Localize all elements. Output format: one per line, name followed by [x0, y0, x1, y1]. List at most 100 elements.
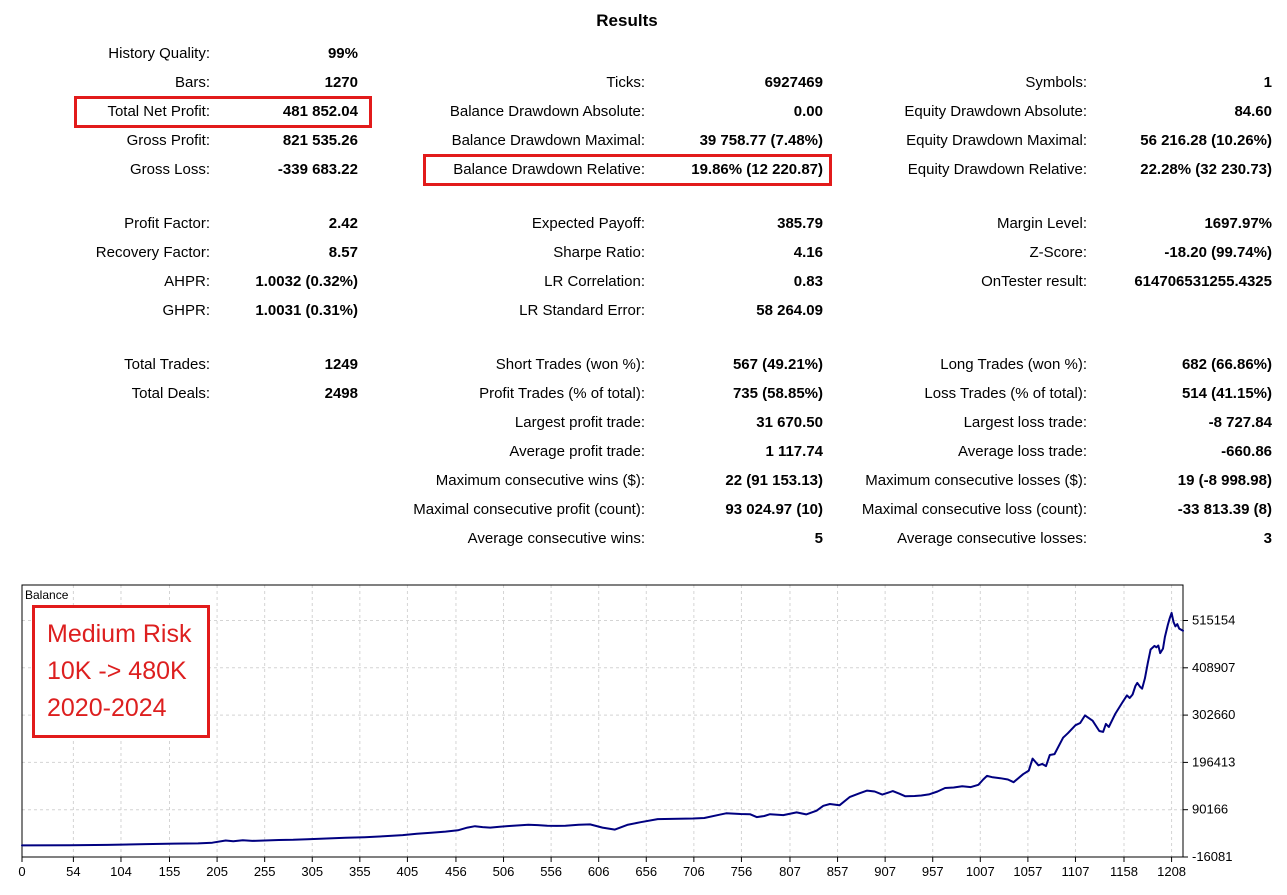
stats-column-1: History Quality: 99% Bars: 1270 Total Net Pr…	[0, 0, 372, 560]
stat-label: Total Trades:	[124, 356, 210, 373]
stat-value: -660.86	[1221, 443, 1272, 460]
x-axis-label: 957	[922, 864, 944, 879]
stat-value: -33 813.39 (8)	[1177, 501, 1272, 518]
stat-label: Sharpe Ratio:	[553, 244, 645, 261]
stat-label: Z-Score:	[1029, 244, 1087, 261]
stat-row: Balance Drawdown Maximal: 39 758.77 (7.48…	[360, 127, 823, 155]
annotation-line: 10K -> 480K	[47, 657, 187, 685]
x-axis-label: 255	[254, 864, 276, 879]
x-axis-label: 1107	[1061, 864, 1089, 879]
stat-label: Bars:	[174, 74, 210, 91]
stat-label: Total Deals:	[131, 385, 210, 402]
stat-row: Largest profit trade: 31 670.50	[360, 409, 823, 437]
x-axis-label: 506	[493, 864, 515, 879]
stat-value: 1 117.74	[765, 443, 823, 460]
stat-label: AHPR:	[164, 273, 210, 290]
stat-value: 821 535.26	[282, 132, 358, 149]
stat-row: Average loss trade: -660.86	[845, 438, 1272, 466]
x-axis-label: 907	[874, 864, 896, 879]
x-axis-label: 405	[397, 864, 419, 879]
x-axis-label: 1057	[1013, 864, 1042, 879]
balance-chart: 0 54 104 155 205 255 305 355 405 456 506 556 606 656 7…	[18, 584, 1235, 879]
stat-row: Average consecutive losses: 3	[845, 525, 1272, 553]
stat-label: Margin Level:	[996, 215, 1087, 232]
stat-row: Maximum consecutive losses ($): 19 (-8 99…	[845, 467, 1272, 495]
stat-value: 2.42	[328, 215, 358, 232]
x-axis-label: 54	[66, 864, 80, 879]
stat-row: Gross Profit: 821 535.26	[0, 127, 358, 155]
stat-row: Maximum consecutive wins ($): 22 (91 153.…	[360, 467, 823, 495]
stat-label: Long Trades (won %):	[940, 356, 1087, 373]
stat-label: Average consecutive wins:	[467, 530, 645, 547]
risk-annotation: Medium Risk 10K -> 480K 2020-2024	[32, 605, 210, 738]
x-axis-label: 355	[349, 864, 371, 879]
stat-label: Largest profit trade:	[514, 414, 645, 431]
stat-value: -339 683.22	[277, 161, 358, 178]
stat-label: Short Trades (won %):	[495, 356, 645, 373]
stat-value: 56 216.28 (10.26%)	[1140, 132, 1272, 149]
y-axis-label: 515154	[1192, 613, 1235, 628]
stat-value: 1.0031 (0.31%)	[255, 302, 358, 319]
annotation-line: 2020-2024	[47, 694, 167, 722]
y-axis-label: 408907	[1192, 660, 1235, 675]
stat-label: Maximum consecutive wins ($):	[435, 472, 645, 489]
stat-row: Average consecutive wins: 5	[360, 525, 823, 553]
x-axis-label: 305	[301, 864, 323, 879]
stat-value: 8.57	[328, 244, 358, 261]
stat-value: 1270	[324, 74, 358, 91]
stat-row: Profit Trades (% of total): 735 (58.85%)	[360, 380, 823, 408]
stat-row: AHPR: 1.0032 (0.32%)	[0, 268, 358, 296]
stat-label: Balance Drawdown Absolute:	[449, 103, 645, 120]
stat-value: 1	[1263, 74, 1272, 91]
stat-row: Largest loss trade: -8 727.84	[845, 409, 1272, 437]
stat-label: Total Net Profit:	[107, 103, 210, 120]
stat-label: Equity Drawdown Maximal:	[906, 132, 1087, 149]
stat-row: Equity Drawdown Maximal: 56 216.28 (10.26…	[845, 127, 1272, 155]
stat-label: OnTester result:	[981, 273, 1087, 290]
stat-label: Gross Profit:	[126, 132, 210, 149]
stat-row: Balance Drawdown Relative: 19.86% (12 220…	[360, 154, 832, 186]
stats-column-3: Symbols: 1 Equity Drawdown Absolute: 84.60 E…	[845, 0, 1272, 560]
stat-value: 39 758.77 (7.48%)	[699, 132, 823, 149]
stat-row: Symbols: 1	[845, 69, 1272, 97]
y-axis-label: 196413	[1192, 754, 1235, 769]
stat-label: LR Correlation:	[544, 273, 645, 290]
stat-value: 567 (49.21%)	[732, 356, 823, 373]
x-axis-label: 606	[588, 864, 610, 879]
stat-value: 84.60	[1234, 103, 1272, 120]
stat-label: Expected Payoff:	[531, 215, 645, 232]
stat-value: 19.86% (12 220.87)	[691, 161, 823, 178]
stat-value: 481 852.04	[282, 103, 358, 120]
stat-value: 1697.97%	[1204, 215, 1272, 232]
stat-value: 1.0032 (0.32%)	[255, 273, 358, 290]
stat-label: Average consecutive losses:	[897, 530, 1087, 547]
stat-row: Total Trades: 1249	[0, 351, 358, 379]
stat-row: Loss Trades (% of total): 514 (41.15%)	[845, 380, 1272, 408]
stat-value: 6927469	[764, 74, 823, 91]
stat-row: Sharpe Ratio: 4.16	[360, 239, 823, 267]
stat-value: 735 (58.85%)	[732, 385, 823, 402]
page-title: Results	[596, 11, 658, 30]
stat-value: 682 (66.86%)	[1181, 356, 1272, 373]
stat-label: Maximum consecutive losses ($):	[865, 472, 1087, 489]
stat-label: Ticks:	[606, 74, 645, 91]
stat-label: Maximal consecutive profit (count):	[413, 501, 645, 518]
stat-label: Balance Drawdown Relative:	[453, 161, 645, 178]
stat-value: 58 264.09	[756, 302, 823, 319]
x-axis-label: 0	[18, 864, 25, 879]
stat-value: 1249	[324, 356, 358, 373]
stat-label: Equity Drawdown Absolute:	[904, 103, 1087, 120]
stat-label: Recovery Factor:	[95, 244, 210, 261]
stat-value: 0.83	[793, 273, 823, 290]
annotation-line: Medium Risk	[47, 620, 192, 648]
stat-label: Loss Trades (% of total):	[924, 385, 1087, 402]
balance-line	[21, 612, 1184, 847]
x-axis-label: 556	[540, 864, 562, 879]
stat-row: Balance Drawdown Absolute: 0.00	[360, 98, 823, 126]
stat-label: Average loss trade:	[958, 443, 1087, 460]
x-axis-label: 1007	[966, 864, 995, 879]
stat-value: 19 (-8 998.98)	[1177, 472, 1272, 489]
stat-row: Margin Level: 1697.97%	[845, 210, 1272, 238]
stat-label: Largest loss trade:	[963, 414, 1087, 431]
